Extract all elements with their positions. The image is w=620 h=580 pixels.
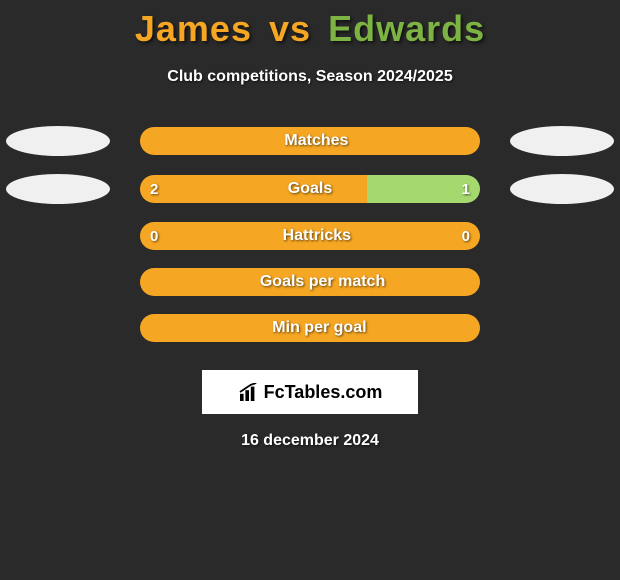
stat-bar-left: [140, 314, 310, 342]
player2-name: Edwards: [328, 8, 485, 49]
comparison-infographic: James vs Edwards Club competitions, Seas…: [0, 0, 620, 450]
stat-bar-right: [310, 127, 480, 155]
stat-bars: Matches21Goals00HattricksGoals per match…: [0, 126, 620, 360]
logo-text: FcTables.com: [264, 382, 383, 403]
stat-row: Min per goal: [0, 314, 620, 342]
player1-photo-placeholder: [6, 174, 110, 204]
stat-bar: 00Hattricks: [140, 222, 480, 250]
vs-label: vs: [269, 8, 311, 49]
stat-bar-left: [140, 127, 310, 155]
chart-icon: [238, 383, 260, 401]
player2-photo-placeholder: [510, 126, 614, 156]
stat-bar: Min per goal: [140, 314, 480, 342]
stat-bar: Matches: [140, 127, 480, 155]
stat-row: Matches: [0, 126, 620, 156]
stat-bar-right: 1: [367, 175, 480, 203]
stat-bar-right: [310, 314, 480, 342]
subtitle: Club competitions, Season 2024/2025: [167, 68, 452, 86]
player1-photo-placeholder: [6, 126, 110, 156]
stat-value-right: 1: [462, 181, 470, 198]
stat-bar-right: [310, 268, 480, 296]
date-label: 16 december 2024: [241, 432, 379, 450]
page-title: James vs Edwards: [135, 8, 485, 50]
stat-value-left: 0: [150, 228, 158, 245]
stat-value-right: 0: [462, 228, 470, 245]
stat-row: 21Goals: [0, 174, 620, 204]
stat-bar-left: [140, 268, 310, 296]
logo-box: FcTables.com: [202, 370, 418, 414]
stat-bar-left: 2: [140, 175, 367, 203]
stat-bar: Goals per match: [140, 268, 480, 296]
stat-row: 00Hattricks: [0, 222, 620, 250]
stat-row: Goals per match: [0, 268, 620, 296]
player2-photo-placeholder: [510, 174, 614, 204]
stat-bar-right: 0: [310, 222, 480, 250]
stat-bar: 21Goals: [140, 175, 480, 203]
stat-bar-left: 0: [140, 222, 310, 250]
player1-name: James: [135, 8, 252, 49]
stat-value-left: 2: [150, 181, 158, 198]
